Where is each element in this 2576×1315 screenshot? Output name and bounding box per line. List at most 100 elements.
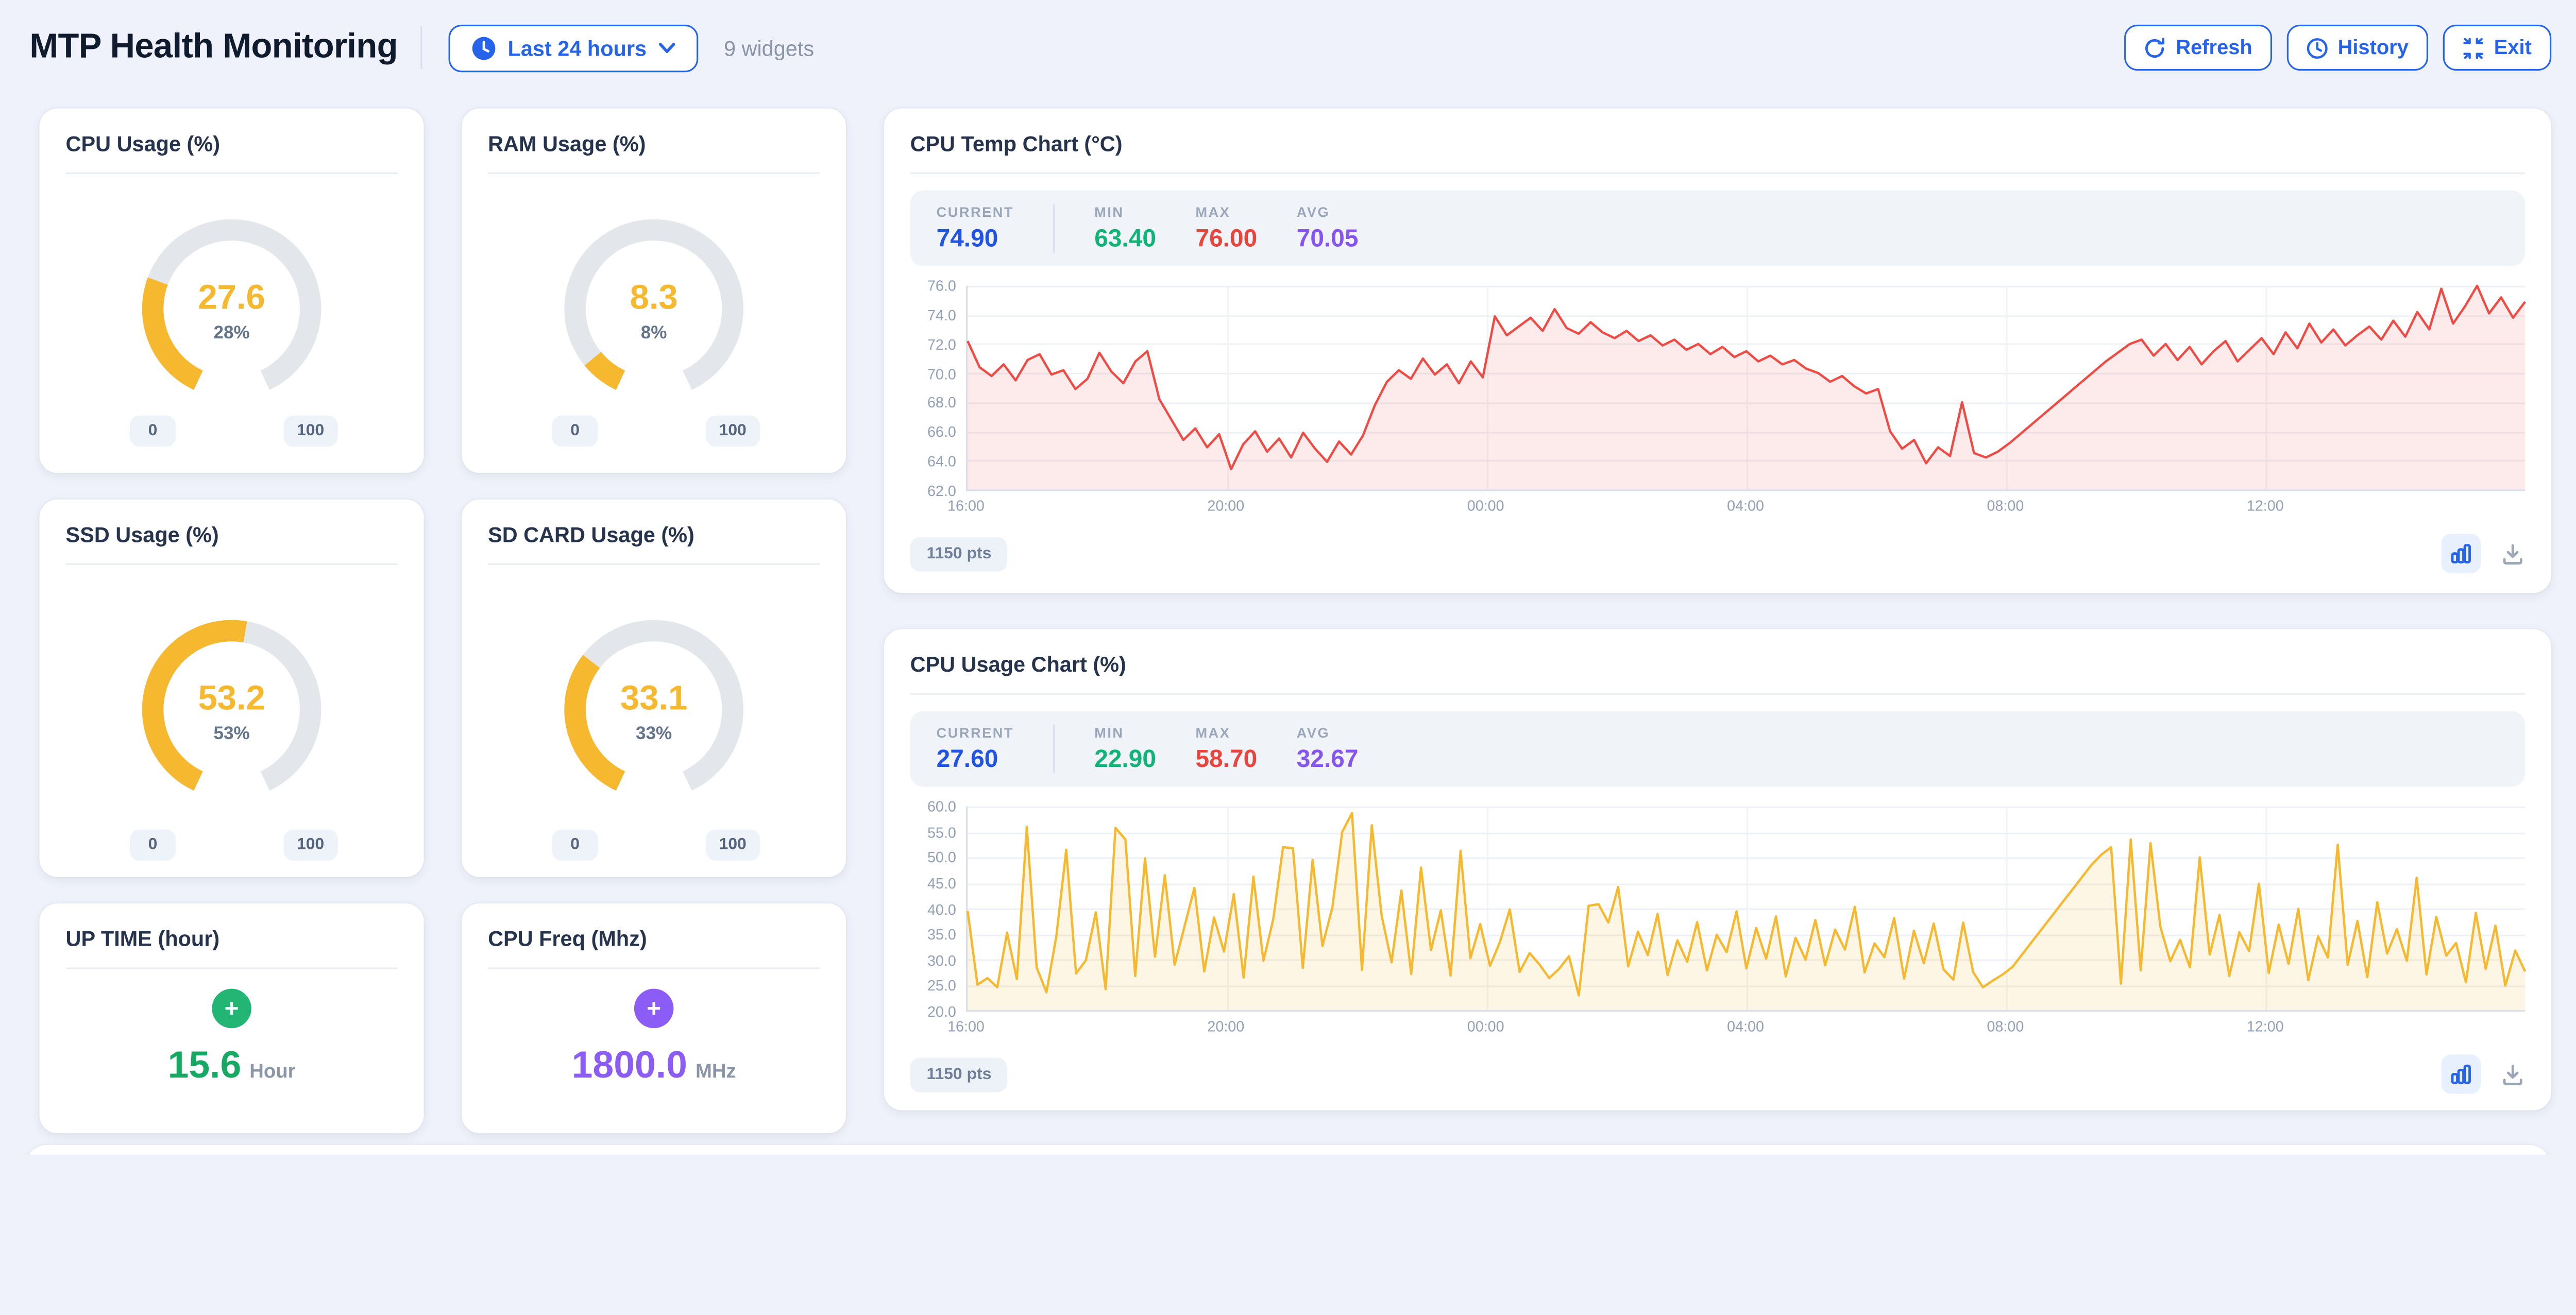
stat-current-value: 27.60 xyxy=(936,745,998,774)
x-tick-label: 20:00 xyxy=(1207,1018,1245,1035)
gauge-arc: 27.6 28% xyxy=(142,219,321,390)
gridline xyxy=(968,402,2526,404)
chart-type-button[interactable] xyxy=(2441,534,2481,573)
time-range-dropdown[interactable]: Last 24 hours xyxy=(448,24,698,72)
stat-max-value: 58.70 xyxy=(1195,745,1258,774)
sdcard-usage-gauge-card: SD CARD Usage (%) 33.1 33% 0 100 xyxy=(462,499,846,877)
y-tick-label: 30.0 xyxy=(927,952,956,969)
gauge: 27.6 28% 0 100 xyxy=(40,181,424,463)
cpu-temp-chart-card: CPU Temp Chart (°C) CURRENT 74.90 MIN 63… xyxy=(884,108,2552,593)
history-button[interactable]: History xyxy=(2286,24,2429,71)
card-title: CPU Temp Chart (°C) xyxy=(910,131,1123,156)
stat-avg: AVG 32.67 xyxy=(1296,724,1359,774)
x-tick-label: 08:00 xyxy=(1987,498,2024,515)
ram-usage-gauge-card: RAM Usage (%) 8.3 8% 0 100 xyxy=(462,108,846,473)
download-button[interactable] xyxy=(2500,541,2525,566)
stat-current-value: 74.90 xyxy=(936,225,998,253)
chart-type-button[interactable] xyxy=(2441,1054,2481,1094)
dashboard: MTP Health Monitoring Last 24 hours 9 wi… xyxy=(24,24,2552,1155)
exit-button[interactable]: Exit xyxy=(2443,24,2552,71)
y-tick-label: 68.0 xyxy=(927,395,956,412)
stat-max: MAX 58.70 xyxy=(1195,724,1258,774)
cpu-usage-gauge-card: CPU Usage (%) 27.6 28% 0 100 xyxy=(39,108,424,473)
gridline xyxy=(1746,285,1748,490)
y-tick-label: 40.0 xyxy=(927,901,956,917)
gauge: 33.1 33% 0 100 xyxy=(462,582,846,877)
metric-value: 1800.0 xyxy=(571,1043,688,1086)
time-range-label: Last 24 hours xyxy=(507,35,647,60)
plot-area xyxy=(966,286,2525,491)
stat-min: MIN 22.90 xyxy=(1094,724,1156,774)
x-tick-label: 04:00 xyxy=(1727,498,1764,515)
card-title: SD CARD Usage (%) xyxy=(488,522,694,547)
stat-avg: AVG 70.05 xyxy=(1296,203,1359,253)
divider xyxy=(488,563,820,565)
chart-footer: 1150 pts xyxy=(910,534,2526,573)
card-title: CPU Usage (%) xyxy=(65,131,221,156)
x-tick-label: 04:00 xyxy=(1727,1018,1764,1035)
metric-value: 15.6 xyxy=(167,1043,242,1086)
gauge-arc: 8.3 8% xyxy=(564,219,743,390)
gridline xyxy=(968,344,2526,346)
metric-body: + 1800.0 MHz xyxy=(462,969,846,1087)
download-button[interactable] xyxy=(2500,1062,2525,1087)
gauge-percent: 8% xyxy=(641,322,667,343)
y-tick-label: 66.0 xyxy=(927,424,956,441)
gauge-max-chip: 100 xyxy=(706,415,760,447)
y-tick-label: 76.0 xyxy=(927,277,956,294)
x-tick-label: 08:00 xyxy=(1987,1018,2024,1035)
gauge-max-chip: 100 xyxy=(283,415,337,447)
y-tick-label: 55.0 xyxy=(927,824,956,841)
gauge-track xyxy=(564,219,743,390)
gauge-percent: 53% xyxy=(214,723,250,743)
bar-chart-icon xyxy=(2451,544,2471,563)
stat-min: MIN 63.40 xyxy=(1094,203,1156,253)
card-title: CPU Freq (Mhz) xyxy=(488,926,647,951)
history-clock-icon xyxy=(2307,37,2328,58)
divider xyxy=(65,967,398,969)
gauge-arc: 53.2 53% xyxy=(142,620,321,791)
card-title: RAM Usage (%) xyxy=(488,131,646,156)
x-tick-label: 12:00 xyxy=(2246,1018,2284,1035)
gridline xyxy=(2006,285,2008,490)
stat-min-value: 63.40 xyxy=(1094,225,1156,253)
x-tick-label: 00:00 xyxy=(1467,1018,1504,1035)
line-chart xyxy=(968,285,2526,490)
y-tick-label: 45.0 xyxy=(927,875,956,892)
y-tick-label: 74.0 xyxy=(927,306,956,323)
clock-icon xyxy=(472,36,496,59)
chevron-down-icon xyxy=(658,42,674,53)
stat-divider xyxy=(1053,203,1055,253)
refresh-icon xyxy=(2146,37,2165,57)
x-axis-labels: 16:00 20:00 00:00 04:00 08:00 12:00 xyxy=(947,1018,2525,1041)
metric-unit: Hour xyxy=(249,1059,296,1083)
x-axis-labels: 16:00 20:00 00:00 04:00 08:00 12:00 xyxy=(947,498,2525,521)
x-tick-label: 16:00 xyxy=(947,498,985,515)
y-tick-label: 72.0 xyxy=(927,336,956,353)
y-tick-label: 70.0 xyxy=(927,365,956,382)
widget-grid: CPU Usage (%) 27.6 28% 0 100 RAM Usage (… xyxy=(39,108,846,1134)
gridline xyxy=(968,431,2526,433)
y-axis-labels: 62.0 64.0 66.0 68.0 70.0 72.0 74.0 76.0 xyxy=(910,278,966,499)
stats-bar: CURRENT 74.90 MIN 63.40 MAX 76.00 AVG 70… xyxy=(910,190,2526,266)
stat-max-value: 76.00 xyxy=(1195,225,1258,253)
page-title: MTP Health Monitoring xyxy=(29,28,398,66)
gauge: 53.2 53% 0 100 xyxy=(40,582,424,877)
header-actions: Refresh History Exit xyxy=(2125,24,2552,71)
gridline xyxy=(968,460,2526,462)
gauge-value-arc xyxy=(584,351,625,390)
plus-circle-icon: + xyxy=(634,988,674,1029)
gridline xyxy=(1227,285,1229,490)
y-tick-label: 20.0 xyxy=(927,1003,956,1020)
refresh-button[interactable]: Refresh xyxy=(2125,24,2273,71)
history-label: History xyxy=(2337,36,2409,59)
divider xyxy=(65,563,398,565)
next-widget-card-partial xyxy=(24,1145,2552,1155)
y-tick-label: 62.0 xyxy=(927,483,956,500)
gridline xyxy=(968,832,2526,834)
stat-current: CURRENT 74.90 xyxy=(936,203,1014,253)
chart-area-fill xyxy=(968,285,2526,490)
x-tick-label: 00:00 xyxy=(1467,498,1504,515)
ssd-usage-gauge-card: SSD Usage (%) 53.2 53% 0 100 xyxy=(39,499,424,877)
chart-footer: 1150 pts xyxy=(910,1054,2526,1094)
